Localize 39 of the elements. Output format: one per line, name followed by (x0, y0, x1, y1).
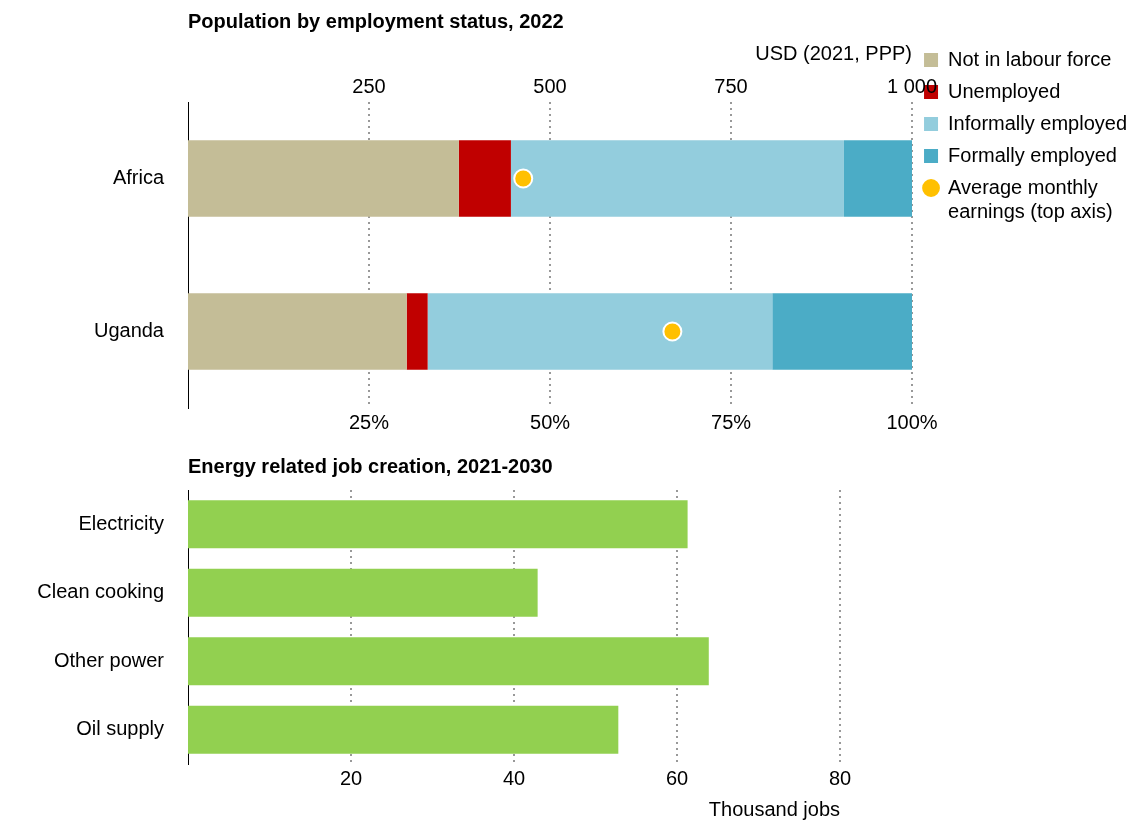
y-tick-label: Africa (112, 166, 165, 189)
x-tick-label: 80 (828, 766, 852, 789)
x-tick-label: 100% (886, 410, 938, 433)
legend-label: Unemployed (948, 79, 1061, 102)
x-tick-label: 50% (530, 410, 571, 433)
x-tick-label: 60 (665, 766, 689, 789)
x-tick-label: 75% (711, 410, 752, 433)
bar (188, 568, 538, 617)
x2-tick-label: 250 (352, 74, 386, 97)
x2-axis-title: USD (2021, PPP) (755, 41, 913, 64)
bar (406, 293, 428, 370)
bar (772, 293, 913, 370)
bar (188, 705, 619, 754)
x2-tick-label: 500 (533, 74, 567, 97)
legend-label: Not in labour force (948, 47, 1112, 70)
y-tick-label: Other power (53, 648, 165, 671)
legend-label: Informally employed (948, 111, 1127, 134)
y-tick-label: Oil supply (76, 717, 164, 740)
x2-tick-label: 1 000 (887, 74, 938, 97)
chart-title: Energy related job creation, 2021-2030 (188, 454, 553, 477)
legend-label: Average monthly earnings (top axis) (948, 175, 1113, 222)
bar (427, 293, 773, 370)
bar (188, 140, 459, 217)
bar (188, 293, 407, 370)
x-tick-label: 40 (502, 766, 526, 789)
bar (188, 637, 709, 686)
y-tick-label: Uganda (93, 319, 165, 342)
bar (188, 500, 688, 549)
chart-title: Population by employment status, 2022 (188, 9, 564, 32)
bar (510, 140, 844, 217)
bar (843, 140, 913, 217)
bar (458, 140, 511, 217)
x-axis-title: Thousand jobs (708, 797, 840, 820)
legend-label: Formally employed (948, 143, 1117, 166)
y-tick-label: Clean cooking (37, 580, 164, 603)
x2-tick-label: 750 (714, 74, 748, 97)
x-tick-label: 25% (348, 410, 390, 433)
y-tick-label: Electricity (78, 511, 164, 534)
x-tick-label: 20 (339, 766, 363, 789)
